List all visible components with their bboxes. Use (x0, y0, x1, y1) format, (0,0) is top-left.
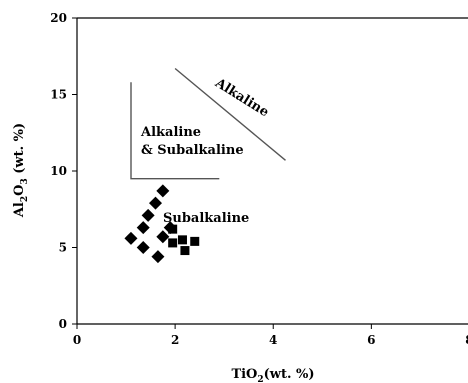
region-boundary-1 (130, 82, 220, 180)
x-tick-label-4: 4 (269, 333, 277, 347)
y-axis-title: Al2O3 (wt. %) (12, 123, 30, 218)
diamond-point-2 (136, 221, 150, 235)
y-tick-label-15: 15 (50, 88, 67, 102)
axes: 0 2 4 6 8 0 5 10 15 20 (50, 11, 468, 347)
region-boundaries (130, 67, 286, 180)
x-tick-label-0: 0 (73, 333, 81, 347)
diamond-point-0 (124, 231, 138, 245)
y-tick-label-0: 0 (59, 317, 67, 331)
square-point-4 (168, 224, 178, 234)
diamond-point-6 (151, 250, 165, 264)
y-tick-label-20: 20 (50, 11, 67, 25)
x-tick-label-2: 2 (171, 333, 179, 347)
data-points (124, 184, 200, 264)
x-tick-label-8: 8 (465, 333, 468, 347)
region-label-alkaline-subalkaline-line2: & Subalkaline (141, 143, 244, 158)
x-tick-label-6: 6 (367, 333, 375, 347)
diamond-point-5 (156, 184, 170, 198)
square-point-2 (180, 246, 190, 256)
region-label-alkaline: Alkaline (212, 75, 272, 120)
square-point-0 (168, 238, 178, 248)
diamond-point-7 (156, 230, 170, 244)
y-tick-label-5: 5 (59, 241, 67, 255)
region-label-alkaline-subalkaline-line1: Alkaline (140, 125, 201, 140)
square-point-1 (177, 235, 187, 245)
square-point-3 (190, 236, 200, 246)
diamond-point-3 (141, 208, 155, 222)
diamond-point-4 (148, 196, 162, 210)
y-tick-label-10: 10 (50, 164, 67, 178)
region-boundary-0 (174, 67, 286, 161)
x-axis-title: TiO2(wt. %) (231, 367, 314, 383)
diamond-point-1 (136, 241, 150, 254)
region-label-subalkaline: Subalkaline (163, 211, 249, 226)
